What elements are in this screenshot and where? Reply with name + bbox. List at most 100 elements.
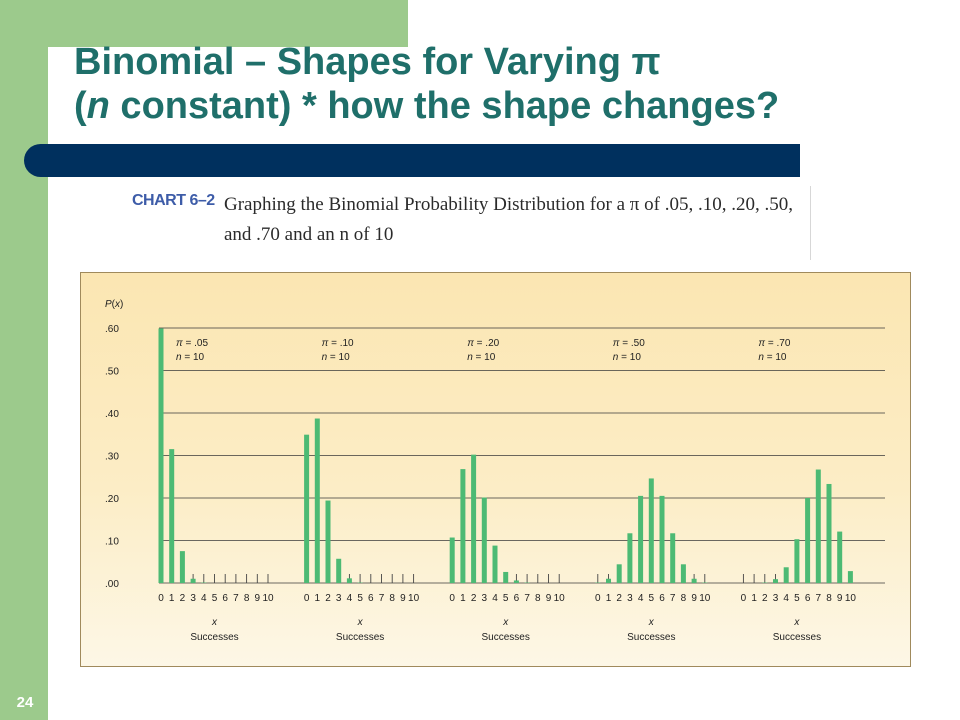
x-tick-label: 8 — [681, 593, 687, 604]
x-tick-label: 2 — [325, 593, 331, 604]
title-line-1: Binomial – Shapes for Varying π — [74, 41, 661, 83]
x-tick-label: 7 — [524, 593, 530, 604]
x-tick-label: 3 — [627, 593, 633, 604]
x-tick-label: 9 — [546, 593, 552, 604]
probability-bar — [325, 500, 331, 583]
x-axis-variable: x — [357, 617, 364, 628]
x-tick-label: 9 — [837, 593, 843, 604]
caption-line-2: and .70 and an n of 10 — [224, 224, 394, 245]
probability-bar — [606, 578, 611, 583]
page-number: 24 — [16, 694, 34, 711]
probability-bar — [513, 580, 519, 583]
probability-bar — [659, 495, 665, 583]
chart-caption: CHART 6–2 Graphing the Binomial Probabil… — [94, 186, 811, 260]
x-tick-label: 4 — [638, 593, 644, 604]
probability-bar — [492, 545, 498, 583]
probability-bar — [169, 449, 175, 583]
x-axis-label: Successes — [482, 632, 530, 643]
x-tick-label: 0 — [449, 593, 455, 604]
y-tick-label: .20 — [105, 494, 119, 505]
panel-n-label: n = 10 — [758, 352, 787, 363]
probability-bar — [691, 578, 697, 583]
x-tick-label: 1 — [751, 593, 757, 604]
x-tick-label: 1 — [606, 593, 612, 604]
x-tick-label: 6 — [368, 593, 374, 604]
x-tick-label: 10 — [262, 593, 274, 604]
x-tick-label: 7 — [670, 593, 676, 604]
x-tick-label: 9 — [255, 593, 261, 604]
x-tick-label: 6 — [514, 593, 520, 604]
probability-bar — [314, 418, 320, 583]
x-tick-label: 0 — [741, 593, 747, 604]
panel-n-label: n = 10 — [613, 352, 642, 363]
panel-n-label: n = 10 — [176, 352, 205, 363]
caption-line-1: Graphing the Binomial Probability Distri… — [224, 194, 793, 215]
x-tick-label: 10 — [699, 593, 711, 604]
x-tick-label: 3 — [773, 593, 779, 604]
probability-bar — [794, 539, 800, 583]
probability-bar — [815, 469, 821, 583]
probability-bar — [449, 537, 455, 583]
caption-text: Graphing the Binomial Probability Distri… — [224, 190, 810, 250]
x-axis-variable: x — [793, 617, 800, 628]
x-tick-label: 0 — [595, 593, 601, 604]
probability-bar — [346, 578, 352, 583]
x-axis-variable: x — [648, 617, 655, 628]
x-axis-label: Successes — [627, 632, 675, 643]
y-tick-label: .10 — [105, 537, 119, 548]
x-tick-label: 8 — [244, 593, 250, 604]
y-tick-label: .40 — [105, 409, 119, 420]
probability-bar — [190, 578, 196, 583]
x-tick-label: 2 — [616, 593, 622, 604]
x-tick-label: 0 — [158, 593, 164, 604]
x-axis-variable: x — [211, 617, 218, 628]
x-tick-label: 5 — [794, 593, 800, 604]
chart-panel: P(x) .00.10.20.30.40.50.60 π = .05 n = 10 0 1… — [80, 272, 911, 667]
x-tick-label: 10 — [554, 593, 566, 604]
probability-bar — [503, 571, 509, 583]
panel-pi-label: π = .10 — [322, 338, 354, 349]
probability-bar — [826, 483, 832, 583]
panel-n-label: n = 10 — [322, 352, 351, 363]
probability-bar — [805, 498, 811, 583]
x-axis-label: Successes — [773, 632, 821, 643]
title-line-2-rest: constant) * how the shape changes? — [109, 85, 780, 127]
y-tick-label: .30 — [105, 452, 119, 463]
x-tick-label: 1 — [460, 593, 466, 604]
y-axis-label: P(x) — [105, 299, 123, 310]
y-tick-label: .50 — [105, 367, 119, 378]
x-axis-label: Successes — [190, 632, 238, 643]
x-tick-label: 4 — [201, 593, 207, 604]
x-axis-label: Successes — [336, 632, 384, 643]
y-tick-label: .00 — [105, 579, 119, 590]
top-accent-band — [48, 0, 408, 47]
x-tick-label: 2 — [471, 593, 477, 604]
probability-bar — [179, 551, 185, 583]
x-tick-label: 7 — [379, 593, 385, 604]
x-tick-label: 1 — [169, 593, 175, 604]
probability-bar — [837, 531, 843, 583]
probability-bar — [680, 564, 686, 583]
probability-bar — [481, 497, 487, 583]
x-tick-label: 5 — [212, 593, 218, 604]
x-tick-label: 4 — [347, 593, 353, 604]
x-tick-label: 9 — [400, 593, 406, 604]
x-tick-label: 3 — [190, 593, 196, 604]
x-tick-label: 0 — [304, 593, 310, 604]
x-tick-label: 9 — [691, 593, 697, 604]
x-tick-label: 4 — [783, 593, 789, 604]
x-tick-label: 10 — [845, 593, 857, 604]
panel-pi-label: π = .70 — [758, 338, 790, 349]
x-tick-label: 8 — [389, 593, 395, 604]
x-tick-label: 3 — [482, 593, 488, 604]
probability-bar — [471, 454, 477, 583]
x-tick-label: 6 — [222, 593, 228, 604]
probability-bar — [616, 564, 622, 583]
x-tick-label: 5 — [649, 593, 655, 604]
title-divider-bar — [24, 144, 800, 177]
panel-pi-label: π = .20 — [467, 338, 499, 349]
probability-bar — [638, 495, 644, 583]
panel-pi-label: π = .05 — [176, 338, 208, 349]
x-tick-label: 5 — [503, 593, 509, 604]
y-tick-label: .60 — [105, 324, 119, 335]
